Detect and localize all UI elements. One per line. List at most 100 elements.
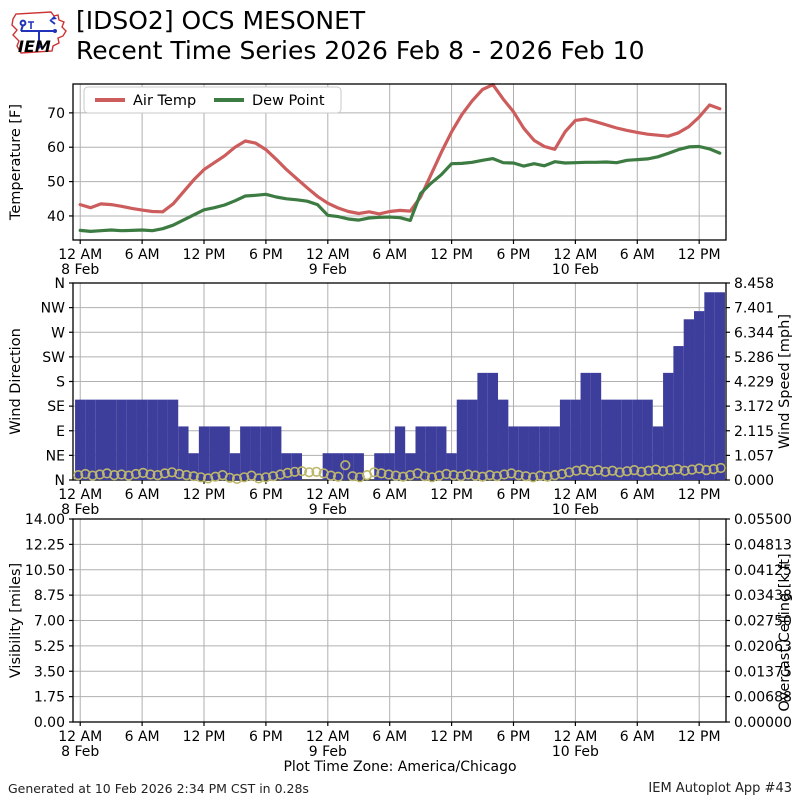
svg-text:N: N [55, 276, 65, 292]
svg-text:Wind Direction: Wind Direction [8, 328, 24, 435]
svg-text:8 Feb: 8 Feb [61, 744, 99, 760]
svg-text:6 AM: 6 AM [125, 247, 160, 263]
legend-dew-point: Dew Point [252, 93, 325, 109]
svg-text:12 AM: 12 AM [306, 247, 350, 263]
plot-timezone-label: Plot Time Zone: America/Chicago [283, 759, 517, 775]
svg-text:12 AM: 12 AM [58, 729, 102, 745]
svg-text:6 PM: 6 PM [497, 729, 531, 745]
svg-text:10 Feb: 10 Feb [552, 744, 599, 760]
svg-text:0.05500: 0.05500 [734, 512, 792, 528]
svg-text:0.01375: 0.01375 [734, 664, 792, 680]
svg-text:SE: SE [47, 399, 65, 415]
svg-text:6 AM: 6 AM [620, 729, 655, 745]
svg-text:12 PM: 12 PM [430, 247, 473, 263]
svg-text:8 Feb: 8 Feb [61, 262, 99, 278]
svg-text:9 Feb: 9 Feb [309, 262, 347, 278]
svg-text:12 AM: 12 AM [553, 729, 597, 745]
svg-text:Temperature [F]: Temperature [F] [8, 104, 24, 221]
svg-text:12 AM: 12 AM [553, 247, 597, 263]
svg-text:40: 40 [47, 209, 65, 225]
autoplot-app-text: IEM Autoplot App #43 [648, 781, 792, 796]
visibility-panel: 0.00 1.75 3.50 5.25 7.00 8.75 10.50 12.25 14.00 0… [8, 512, 793, 760]
svg-text:50: 50 [47, 175, 65, 191]
wind-direction-circles [73, 460, 726, 485]
svg-text:9 Feb: 9 Feb [309, 744, 347, 760]
svg-text:12 PM: 12 PM [183, 487, 226, 503]
svg-text:NE: NE [46, 448, 65, 464]
legend-air-temp: Air Temp [133, 93, 196, 109]
svg-text:8 Feb: 8 Feb [61, 502, 99, 518]
svg-text:0.00: 0.00 [34, 715, 65, 731]
svg-text:60: 60 [47, 140, 65, 156]
station-title: [IDSO2] OCS MESONET [76, 6, 366, 35]
svg-text:3.172: 3.172 [734, 399, 774, 415]
svg-text:14.00: 14.00 [25, 512, 65, 528]
iem-logo: IEM [11, 11, 67, 56]
svg-text:0.04125: 0.04125 [734, 563, 792, 579]
svg-text:6 AM: 6 AM [125, 487, 160, 503]
generated-at-text: Generated at 10 Feb 2026 2:34 PM CST in … [8, 781, 309, 796]
svg-text:0.02063: 0.02063 [734, 639, 792, 655]
legend: Air Temp Dew Point [83, 86, 342, 114]
svg-text:12 AM: 12 AM [306, 729, 350, 745]
svg-text:70: 70 [47, 106, 65, 122]
svg-text:S: S [56, 375, 65, 391]
svg-text:12 AM: 12 AM [306, 487, 350, 503]
svg-text:12 AM: 12 AM [58, 247, 102, 263]
svg-text:3.50: 3.50 [34, 664, 65, 680]
svg-text:0.03438: 0.03438 [734, 588, 792, 604]
wind-speed-bars [75, 292, 725, 480]
svg-text:NW: NW [41, 301, 65, 317]
svg-text:8.458: 8.458 [734, 276, 774, 292]
svg-text:12 PM: 12 PM [430, 729, 473, 745]
svg-text:7.00: 7.00 [34, 614, 65, 630]
logo-wordmark: IEM [18, 37, 51, 56]
svg-text:12.25: 12.25 [25, 537, 65, 553]
svg-text:1.057: 1.057 [734, 448, 774, 464]
iowa-outline [11, 11, 67, 54]
svg-text:10 Feb: 10 Feb [552, 502, 599, 518]
temp-panel: 40 50 60 70 12 AM 6 AM 12 PM 6 PM 12 AM 6 AM 12 PM… [8, 83, 727, 278]
svg-text:8.75: 8.75 [34, 588, 65, 604]
title-block: [IDSO2] OCS MESONET Recent Time Series 2… [76, 6, 645, 66]
svg-text:12 PM: 12 PM [183, 247, 226, 263]
svg-text:6 AM: 6 AM [620, 487, 655, 503]
svg-text:6 AM: 6 AM [372, 247, 407, 263]
svg-text:SW: SW [42, 350, 65, 366]
svg-text:6 AM: 6 AM [372, 487, 407, 503]
svg-text:Overcast Ceiling [k ft]: Overcast Ceiling [k ft] [777, 553, 793, 711]
svg-text:4.229: 4.229 [734, 375, 774, 391]
svg-text:7.401: 7.401 [734, 301, 774, 317]
svg-text:6 PM: 6 PM [249, 247, 283, 263]
svg-text:0.00000: 0.00000 [734, 715, 792, 731]
svg-text:12 PM: 12 PM [183, 729, 226, 745]
svg-text:10.50: 10.50 [25, 563, 65, 579]
svg-text:1.75: 1.75 [34, 690, 65, 706]
svg-text:12 PM: 12 PM [678, 487, 721, 503]
svg-text:5.286: 5.286 [734, 350, 774, 366]
svg-text:12 PM: 12 PM [430, 487, 473, 503]
wind-panel: N NE E SE S SW W NW N 0.000 1.057 2.115 3.172 4.229 5.… [8, 276, 793, 518]
svg-text:6 PM: 6 PM [497, 487, 531, 503]
svg-text:12 AM: 12 AM [553, 487, 597, 503]
svg-text:N: N [55, 473, 65, 489]
svg-text:W: W [51, 325, 65, 341]
svg-text:6 PM: 6 PM [249, 729, 283, 745]
svg-text:0.00688: 0.00688 [734, 690, 792, 706]
svg-text:9 Feb: 9 Feb [309, 502, 347, 518]
svg-text:6 AM: 6 AM [125, 729, 160, 745]
svg-text:12 AM: 12 AM [58, 487, 102, 503]
svg-text:12 PM: 12 PM [678, 247, 721, 263]
svg-text:6 PM: 6 PM [497, 247, 531, 263]
svg-text:0.04813: 0.04813 [734, 537, 792, 553]
svg-text:6 PM: 6 PM [249, 487, 283, 503]
svg-text:0.02750: 0.02750 [734, 614, 792, 630]
svg-text:0.000: 0.000 [734, 473, 774, 489]
svg-text:6.344: 6.344 [734, 325, 774, 341]
svg-text:10 Feb: 10 Feb [552, 262, 599, 278]
svg-text:5.25: 5.25 [34, 639, 65, 655]
air-temp-line [78, 83, 722, 216]
anemometer-sketch [19, 16, 57, 49]
